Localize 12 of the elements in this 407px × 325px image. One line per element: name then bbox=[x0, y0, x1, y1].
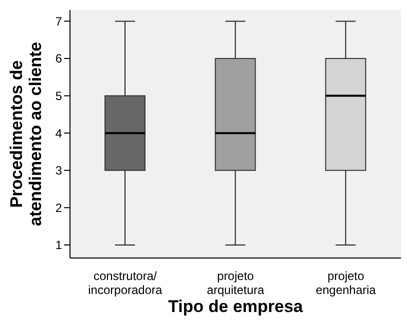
y-tick-label: 4 bbox=[55, 126, 62, 140]
y-axis-title: Procedimentos de atendimento ao cliente bbox=[7, 42, 45, 226]
x-tick-label: projeto engenharia bbox=[316, 269, 376, 297]
x-tick-label: construtora/ incorporadora bbox=[88, 269, 163, 297]
y-tick-label: 7 bbox=[55, 14, 62, 28]
y-tick-label: 3 bbox=[55, 164, 62, 178]
x-tick-label: projeto arquitetura bbox=[206, 269, 265, 297]
y-tick-label: 1 bbox=[55, 238, 62, 252]
y-tick-label: 6 bbox=[55, 52, 62, 66]
y-tick-label: 2 bbox=[55, 200, 62, 215]
y-tick-label: 5 bbox=[55, 89, 62, 104]
x-axis-title: Tipo de empresa bbox=[168, 297, 304, 316]
